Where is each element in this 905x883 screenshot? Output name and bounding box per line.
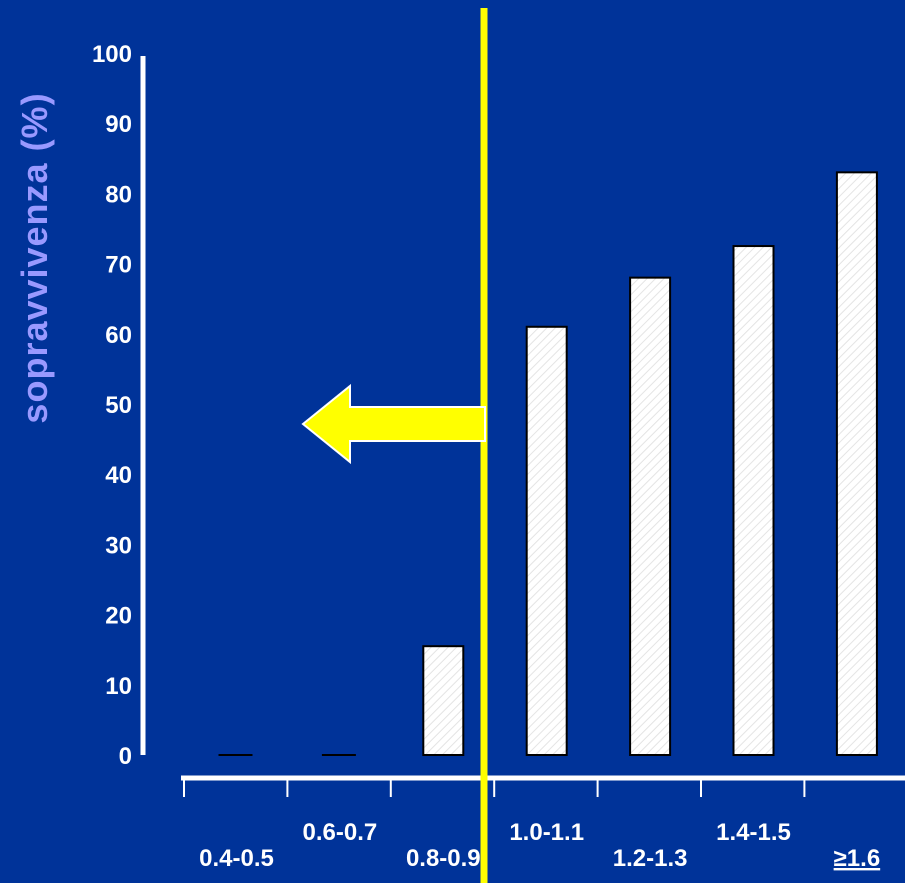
x-tick-label: 1.0-1.1: [509, 819, 584, 846]
left-arrow: [301, 383, 486, 465]
y-tick-label: 80: [105, 181, 132, 208]
y-tick-label: 40: [105, 462, 132, 489]
y-tick-label: 50: [105, 392, 132, 419]
bar: [732, 245, 775, 757]
y-tick-label: 20: [105, 603, 132, 630]
bar: [629, 276, 672, 756]
x-tick-label: ≥1.6: [834, 845, 881, 872]
y-tick-label: 100: [92, 41, 132, 68]
y-tick-label: 0: [119, 743, 132, 770]
bar: [525, 325, 568, 756]
x-tick-marks: [183, 778, 806, 797]
y-tick-label: 30: [105, 532, 132, 559]
bar: [422, 645, 465, 756]
x-tick-labels: 0.4-0.5 0.6-0.7 0.8-0.9 1.0-1.1 1.2-1.3 1.4-1…: [199, 819, 880, 872]
x-tick-label: 0.4-0.5: [199, 845, 274, 872]
y-tick-label: 90: [105, 111, 132, 138]
x-tick-label: 1.4-1.5: [716, 819, 791, 846]
x-tick-label: 0.8-0.9: [406, 845, 481, 872]
bar: [835, 171, 878, 756]
y-tick-label: 60: [105, 322, 132, 349]
y-axis-title: sopravvivenza (%): [14, 92, 55, 423]
y-tick-label: 70: [105, 252, 132, 279]
x-tick-label: 0.6-0.7: [303, 819, 378, 846]
bars: [218, 171, 878, 757]
y-tick-label: 10: [105, 673, 132, 700]
x-tick-label: 1.2-1.3: [613, 845, 688, 872]
y-tick-labels: 0 10 20 30 40 50 60 70 80 90 100: [92, 41, 132, 770]
